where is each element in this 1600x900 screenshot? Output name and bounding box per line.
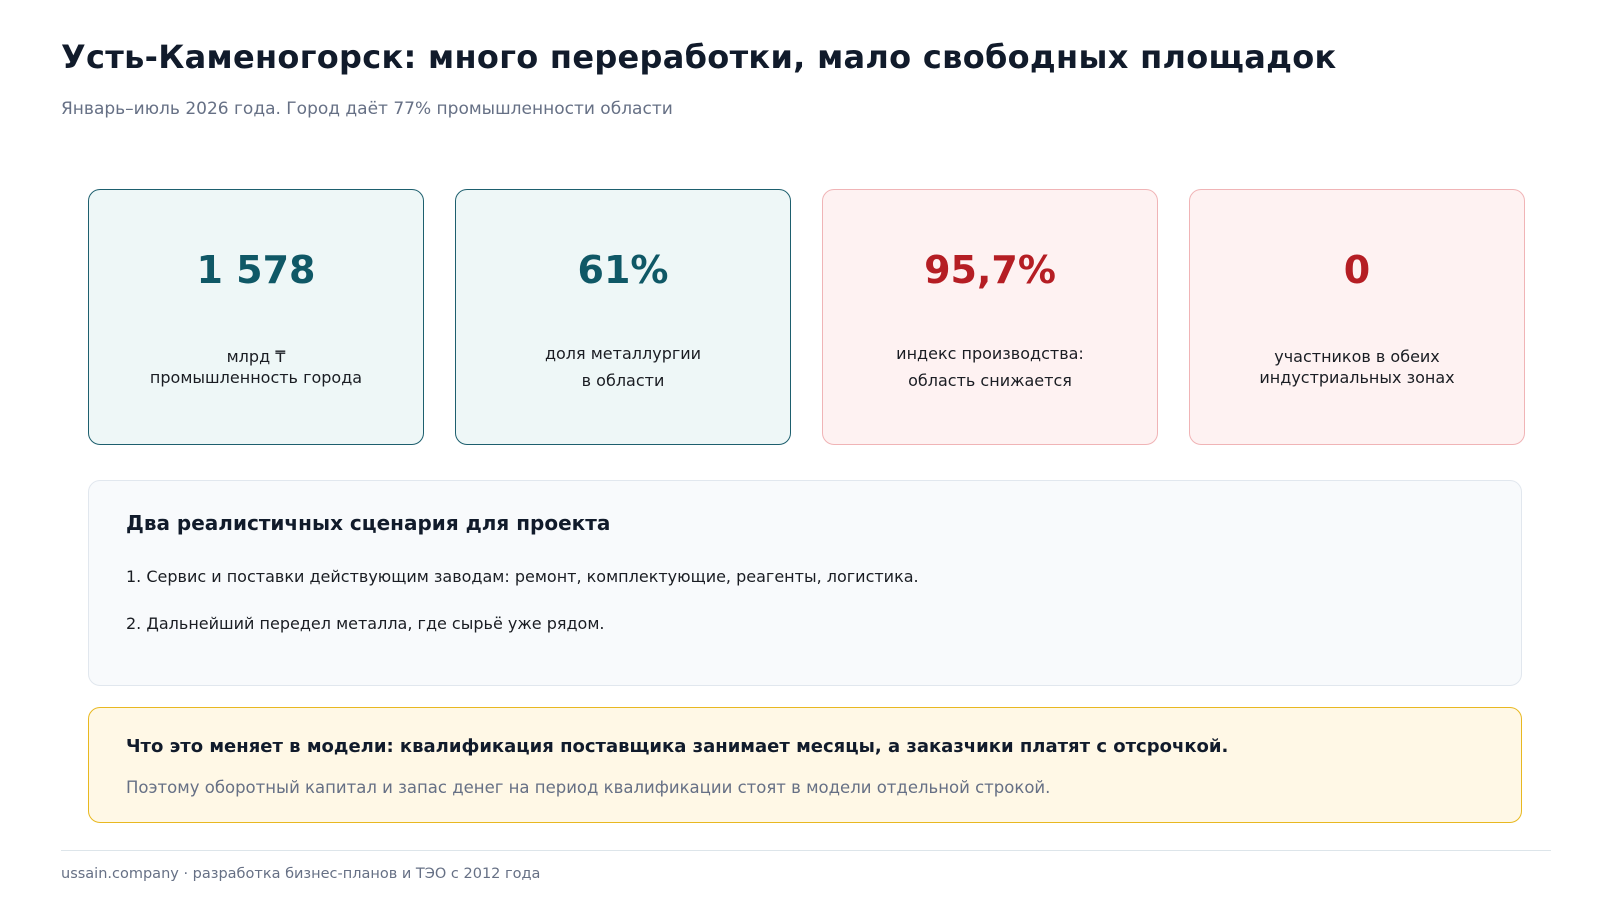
stat-value: 1 578 [196, 248, 316, 292]
stat-label: доля металлургии в области [456, 340, 790, 394]
stat-label-line: индустриальных зонах [1259, 368, 1455, 387]
stat-label-line: индекс производства: [896, 344, 1084, 363]
stat-value: 0 [1343, 248, 1371, 292]
footer-credit: ussain.company · разработка бизнес-плано… [61, 866, 541, 882]
scenarios-panel: Два реалистичных сценария для проекта 1.… [88, 480, 1522, 686]
stat-card-metallurgy-share: 61% доля металлургии в области [455, 189, 791, 445]
scenario-item: 2. Дальнейший передел металла, где сырьё… [126, 614, 605, 633]
stat-card-zone-participants: 0 участников в обеих индустриальных зона… [1189, 189, 1525, 445]
stat-label-line: в области [581, 371, 665, 390]
scenarios-title: Два реалистичных сценария для проекта [126, 511, 611, 535]
stat-label-line: промышленность города [149, 368, 363, 387]
stat-card-production-index: 95,7% индекс производства: область снижа… [822, 189, 1158, 445]
note-title: Что это меняет в модели: квалификация по… [126, 736, 1229, 757]
scenario-item: 1. Сервис и поставки действующим заводам… [126, 567, 919, 586]
stat-label-line: млрд ₸ [226, 347, 286, 366]
page-subtitle: Январь–июль 2026 года. Город даёт 77% пр… [61, 99, 673, 119]
note-text: Поэтому оборотный капитал и запас денег … [126, 778, 1051, 797]
stat-label: индекс производства: область снижается [823, 340, 1157, 394]
page-title: Усть-Каменогорск: много переработки, мал… [61, 38, 1337, 76]
stat-label-line: участников в обеих [1274, 347, 1440, 366]
footer-divider [61, 850, 1551, 851]
model-note-callout: Что это меняет в модели: квалификация по… [88, 707, 1522, 823]
stat-label-line: область снижается [908, 371, 1072, 390]
stat-label: млрд ₸ промышленность города [89, 346, 423, 388]
stat-label-line: доля металлургии [544, 344, 702, 363]
stat-card-industry-volume: 1 578 млрд ₸ промышленность города [88, 189, 424, 445]
stat-value: 61% [577, 248, 669, 292]
stat-value: 95,7% [924, 248, 1056, 292]
stat-label: участников в обеих индустриальных зонах [1190, 346, 1524, 388]
